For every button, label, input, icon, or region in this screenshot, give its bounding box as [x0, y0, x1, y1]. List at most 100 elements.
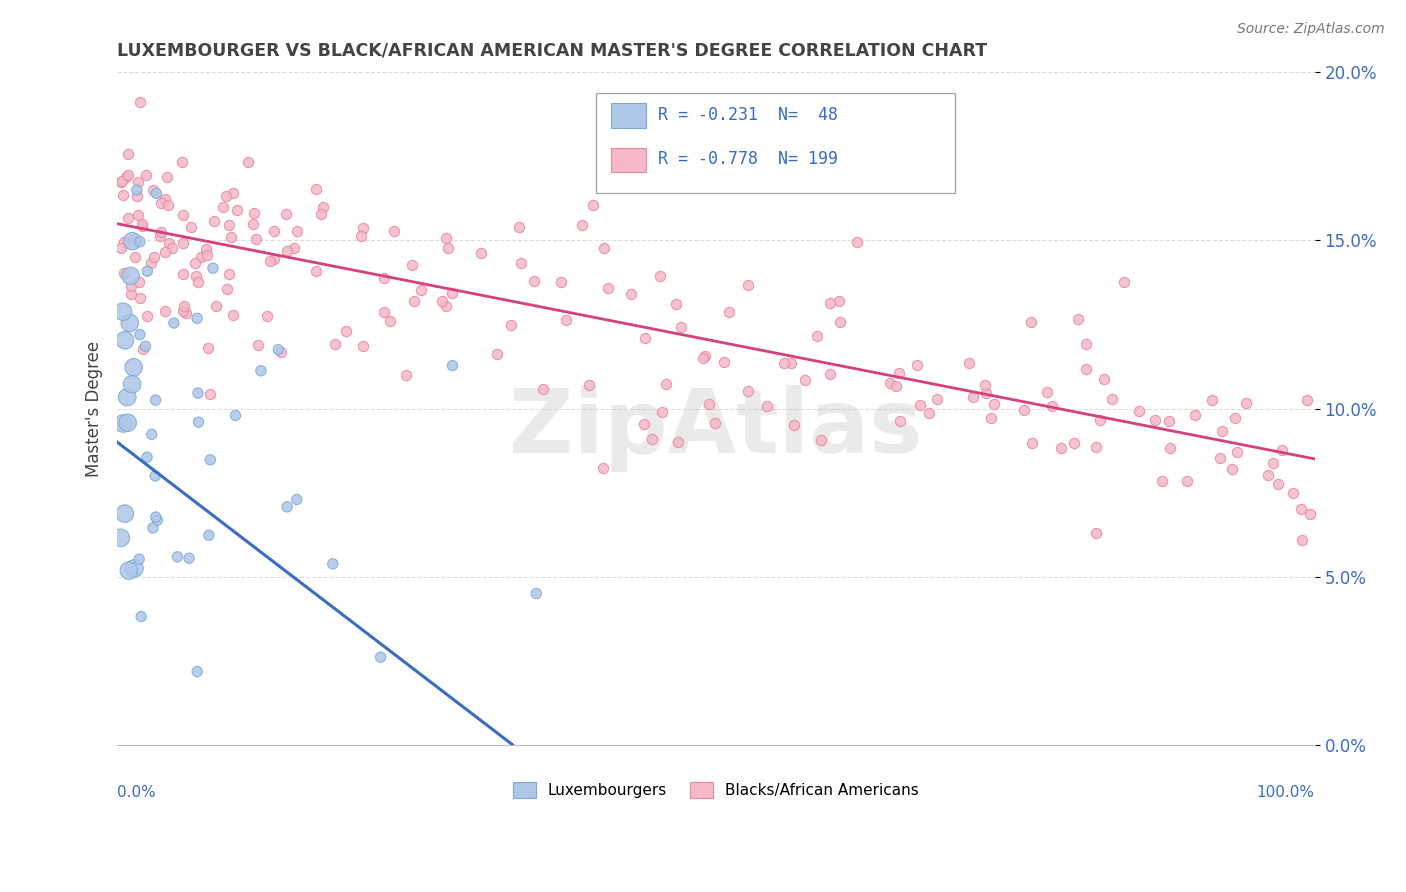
Point [263, 224, 285, 238]
Point [202, 214, 225, 228]
Point [699, 397, 721, 411]
Point [215, 281, 238, 295]
Point [124, 250, 146, 264]
Point [110, 241, 132, 255]
Point [187, 386, 209, 401]
Point [128, 276, 150, 290]
Y-axis label: Master's Degree: Master's Degree [86, 341, 103, 476]
Point [1085, 526, 1108, 541]
Point [717, 305, 740, 319]
Point [129, 95, 152, 110]
Text: 100.0%: 100.0% [1257, 785, 1315, 800]
Point [136, 264, 159, 278]
Point [655, 376, 678, 391]
Point [117, 390, 139, 404]
Point [402, 293, 425, 308]
Point [120, 287, 142, 301]
Point [194, 243, 217, 257]
Point [172, 208, 194, 222]
Point [117, 147, 139, 161]
Point [524, 586, 547, 600]
Bar [610, 103, 647, 128]
Point [141, 427, 163, 442]
Point [190, 251, 212, 265]
Point [186, 311, 208, 326]
Point [1209, 450, 1232, 465]
Point [1291, 533, 1313, 548]
Point [155, 304, 177, 318]
Point [1050, 441, 1073, 455]
Point [1271, 443, 1294, 458]
Point [440, 285, 463, 300]
Point [1157, 414, 1180, 428]
Point [145, 186, 167, 201]
Point [509, 256, 531, 270]
Point [593, 241, 616, 255]
Point [671, 320, 693, 334]
Point [184, 268, 207, 283]
Point [283, 241, 305, 255]
Point [666, 434, 689, 449]
Point [783, 418, 806, 433]
Point [200, 386, 222, 401]
Point [437, 241, 460, 255]
Point [136, 309, 159, 323]
Point [146, 513, 169, 527]
Point [247, 337, 270, 351]
Point [136, 450, 159, 464]
Point [132, 343, 155, 357]
Point [905, 358, 928, 372]
Bar [610, 148, 647, 172]
Point [1299, 508, 1322, 522]
Point [1261, 456, 1284, 470]
Point [571, 218, 593, 232]
Point [117, 416, 139, 430]
Point [1175, 474, 1198, 488]
Point [112, 417, 135, 431]
Point [430, 293, 453, 308]
Point [222, 186, 245, 201]
Point [1021, 436, 1043, 450]
Point [117, 168, 139, 182]
Text: ZipAtlas: ZipAtlas [509, 385, 922, 472]
Text: R = -0.231  N=  48: R = -0.231 N= 48 [658, 106, 838, 124]
Point [373, 271, 395, 285]
Point [218, 267, 240, 281]
Point [665, 296, 688, 310]
Point [592, 460, 614, 475]
Point [508, 219, 530, 234]
Point [143, 469, 166, 483]
Point [1092, 371, 1115, 385]
Point [276, 500, 298, 514]
Point [974, 386, 997, 401]
Point [879, 376, 901, 390]
Point [111, 173, 134, 187]
Point [1211, 424, 1233, 438]
Point [124, 561, 146, 575]
Point [974, 378, 997, 392]
Point [156, 198, 179, 212]
Point [142, 183, 165, 197]
Point [818, 367, 841, 381]
Point [1128, 403, 1150, 417]
Point [578, 378, 600, 392]
Point [887, 366, 910, 380]
Point [884, 379, 907, 393]
Point [1291, 501, 1313, 516]
Point [633, 417, 655, 432]
Point [160, 241, 183, 255]
Point [142, 521, 165, 535]
Point [110, 531, 132, 545]
Point [238, 155, 260, 169]
Point [120, 278, 142, 293]
Point [121, 234, 143, 248]
Point [1295, 393, 1317, 408]
Point [845, 235, 868, 250]
Point [773, 356, 796, 370]
Point [259, 254, 281, 268]
Point [382, 224, 405, 238]
Point [352, 339, 374, 353]
Point [910, 398, 932, 412]
Point [323, 336, 346, 351]
Point [127, 175, 149, 189]
